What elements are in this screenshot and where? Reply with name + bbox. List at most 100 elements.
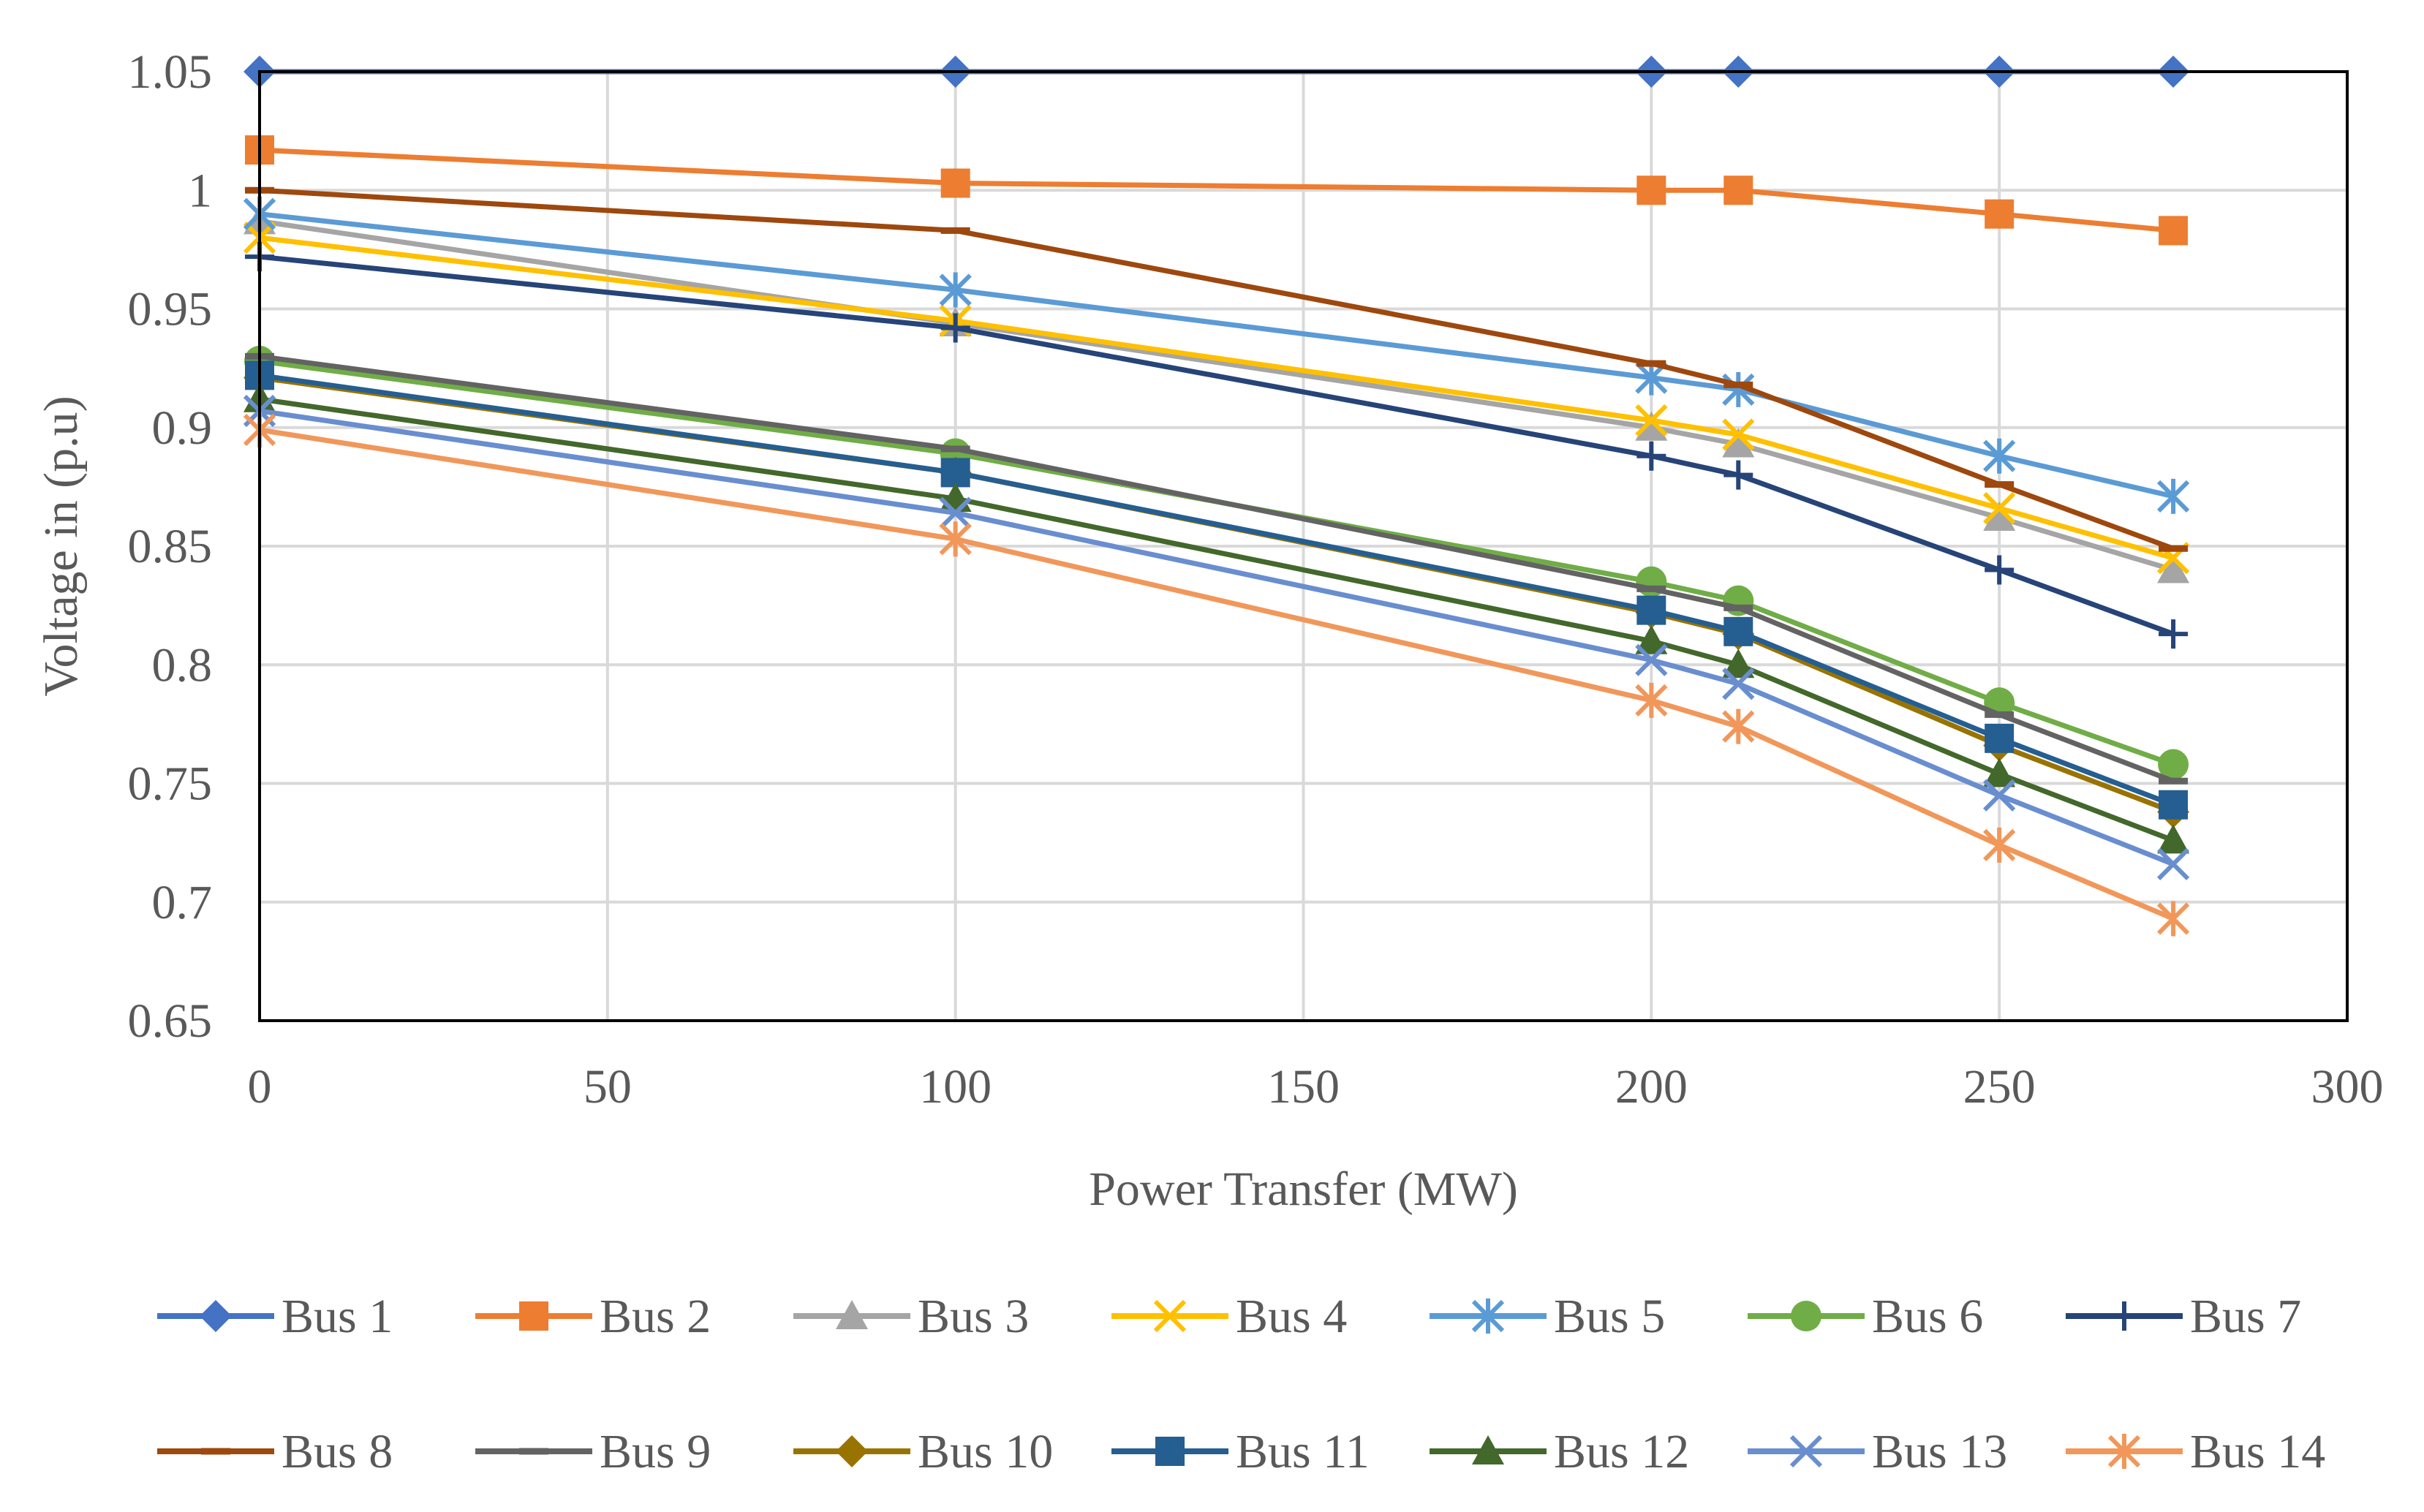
grid [258, 70, 2349, 1022]
series-line [259, 235, 2175, 561]
legend-label: Bus 2 [600, 1290, 711, 1343]
legend-item: Bus 3 [793, 1290, 1029, 1343]
legend-marker [1472, 1435, 1504, 1464]
legend-marker [1789, 1434, 1823, 1468]
data-point [1722, 668, 1755, 700]
data-point [2159, 216, 2189, 246]
legend-label: Bus 3 [918, 1290, 1029, 1343]
legend-marker [1791, 1301, 1821, 1331]
legend-item: Bus 13 [1748, 1425, 2007, 1478]
data-point [1985, 555, 2015, 585]
series-line [259, 254, 2175, 637]
data-point [1722, 418, 1755, 451]
data-point [1723, 175, 1753, 205]
series-bus-11 [245, 360, 2189, 820]
data-point [1635, 682, 1668, 718]
legend-label: Bus 11 [1236, 1425, 1370, 1478]
data-point [1635, 624, 1668, 654]
data-point [1722, 649, 1755, 678]
x-tick-label: 250 [1963, 1060, 2036, 1114]
legend-item: Bus 2 [475, 1290, 711, 1343]
y-tick-label: 0.7 [152, 876, 213, 929]
data-point [1635, 643, 1668, 676]
legend-label: Bus 9 [600, 1425, 711, 1478]
data-point [1985, 199, 2015, 229]
data-point [2156, 478, 2190, 514]
series-line [259, 211, 2174, 499]
data-point [940, 313, 970, 343]
data-point [940, 168, 970, 198]
series-line [259, 147, 2174, 233]
series-bus-13 [243, 394, 2190, 880]
data-point [1985, 723, 2015, 753]
y-tick-label: 0.65 [128, 994, 213, 1048]
legend-marker [200, 1300, 232, 1332]
legend-item: Bus 6 [1748, 1290, 1983, 1343]
series-line [259, 372, 2175, 807]
legend-item: Bus 14 [2066, 1425, 2325, 1478]
tick-labels: 0 50 100 150 200 250 300 0.65 0.7 0.75 0.8 0.85 0.9 0… [128, 45, 2384, 1114]
series-line [259, 396, 2175, 843]
y-tick-label: 0.9 [152, 401, 213, 455]
data-point [1983, 491, 2016, 525]
legend-marker [2107, 1434, 2141, 1469]
y-tick-label: 0.95 [128, 283, 213, 336]
series-bus-6 [244, 345, 2189, 780]
data-point [1723, 460, 1753, 490]
series-line [259, 408, 2175, 867]
legend-label: Bus 8 [282, 1425, 393, 1478]
x-tick-label: 0 [248, 1060, 272, 1114]
series-line [259, 427, 2175, 921]
series-line [259, 353, 2175, 784]
data-point [1722, 708, 1755, 744]
x-tick-label: 150 [1267, 1060, 1340, 1114]
plot-area-frame [258, 70, 2349, 1022]
series-line [259, 187, 2175, 551]
legend-label: Bus 1 [282, 1290, 393, 1343]
legend-label: Bus 14 [2190, 1425, 2325, 1478]
data-point [939, 521, 972, 557]
series-line [259, 358, 2175, 767]
legend-item: Bus 1 [157, 1290, 393, 1343]
legend-marker [1155, 1437, 1185, 1466]
legend-item: Bus 8 [157, 1425, 393, 1478]
legend: Bus 1 Bus 2 Bus 3 Bus 4 Bus 5 Bus 6 Bus 7 Bus 8… [157, 1290, 2325, 1478]
legend-marker [519, 1301, 548, 1331]
data-point [1635, 404, 1668, 437]
data-point [1636, 441, 1666, 471]
data-point [1723, 616, 1753, 646]
data-point [1722, 428, 1755, 458]
x-tick-label: 200 [1615, 1060, 1688, 1114]
legend-marker [1471, 1299, 1505, 1334]
legend-marker [2110, 1301, 2139, 1331]
data-point [1983, 438, 2016, 474]
data-point [2156, 901, 2190, 937]
data-point [2159, 619, 2189, 649]
legend-item: Bus 9 [475, 1425, 711, 1478]
legend-label: Bus 13 [1872, 1425, 2007, 1478]
data-point [1983, 779, 2016, 812]
legend-item: Bus 10 [793, 1425, 1053, 1478]
legend-label: Bus 10 [918, 1425, 1053, 1478]
data-point [2157, 824, 2190, 854]
data-point [1635, 411, 1668, 441]
x-tick-label: 50 [584, 1060, 632, 1114]
data-point [1636, 175, 1666, 205]
data-point [940, 458, 970, 488]
legend-marker [1153, 1299, 1187, 1333]
legend-item: Bus 5 [1430, 1290, 1665, 1343]
x-tick-label: 100 [919, 1060, 992, 1114]
series-bus-5 [243, 196, 2190, 514]
data-point [1636, 595, 1666, 625]
series-bus-9 [245, 352, 2189, 785]
y-tick-label: 0.85 [128, 520, 213, 573]
data-point [2159, 790, 2189, 820]
series-bus-14 [243, 412, 2190, 937]
data-point [2156, 847, 2190, 880]
data-point [2158, 749, 2189, 780]
legend-label: Bus 6 [1872, 1290, 1983, 1343]
series-layer [243, 56, 2190, 937]
x-tick-label: 300 [2311, 1060, 2384, 1114]
y-tick-label: 1.05 [128, 45, 213, 99]
